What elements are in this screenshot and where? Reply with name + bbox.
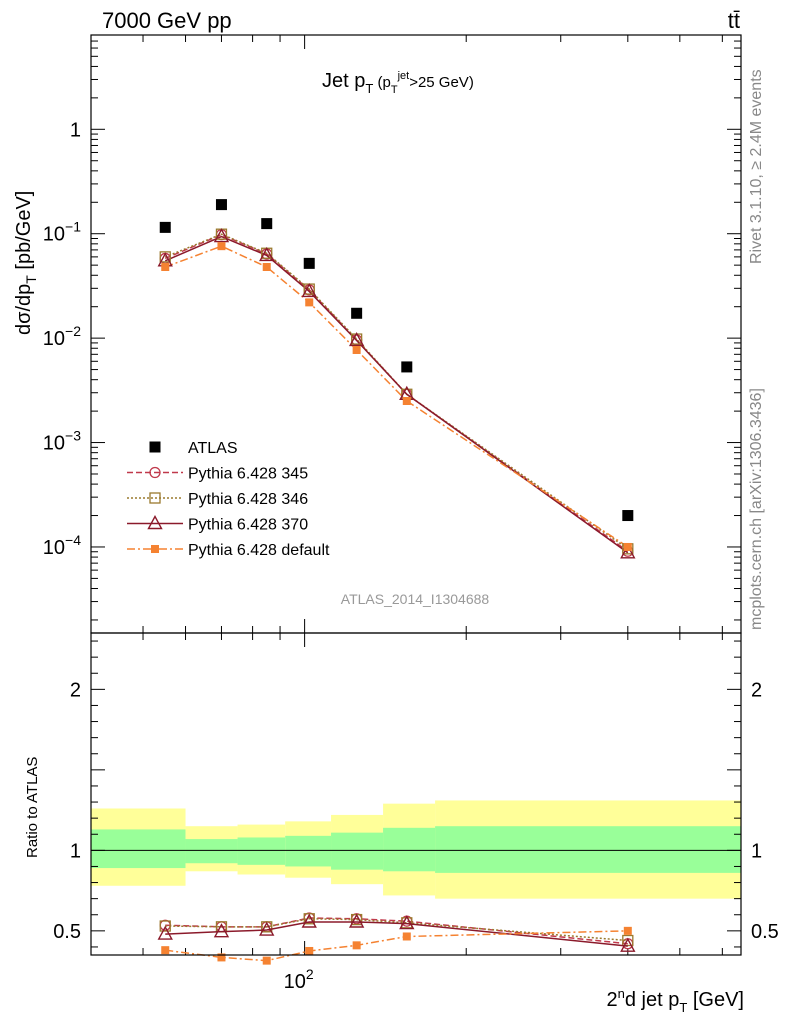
data-point [402, 396, 411, 405]
data-point [622, 510, 634, 522]
data-point [352, 345, 361, 354]
ratio-point [305, 946, 314, 955]
ratio-point [161, 946, 170, 955]
ratio-point [399, 915, 415, 930]
data-point [351, 307, 363, 319]
analysis-label: ATLAS_2014_I1304688 [341, 591, 490, 607]
ratio-series-line [165, 918, 628, 942]
energy-label: 7000 GeV pp [102, 8, 232, 33]
y-tick-label: 1 [70, 119, 81, 141]
ratio-y-tick-label-right: 0.5 [751, 921, 779, 943]
legend-marker [151, 545, 159, 553]
main-title: Jet pT (pTjet>25 GeV) [322, 70, 474, 96]
ratio-band-inner [185, 839, 238, 864]
ratio-point [157, 925, 173, 940]
legend-marker [149, 492, 161, 504]
data-point [161, 263, 170, 272]
data-point [215, 199, 227, 211]
ratio-uncertainty-bands [91, 800, 741, 899]
main-ylabel: dσ/dpT [pb/GeV] [13, 191, 39, 335]
ratio-band-inner [237, 837, 286, 865]
data-point [217, 242, 226, 251]
ratio-point [217, 953, 226, 962]
ratio-series-layer [157, 912, 636, 965]
data-point [305, 298, 314, 307]
ratio-point [259, 921, 275, 936]
ratio-band-inner [91, 829, 186, 869]
legend-marker [149, 441, 161, 453]
data-point [348, 331, 365, 347]
ratio-band-inner [435, 826, 741, 873]
legend-label: Pythia 6.428 346 [188, 491, 308, 508]
ratio-series-line [165, 930, 628, 962]
ratio-point [159, 920, 171, 932]
ratio-point [213, 923, 230, 938]
legend-label: Pythia 6.428 370 [188, 517, 308, 534]
y-tick-label: 10−1 [43, 219, 81, 246]
x-tick-label: 102 [284, 966, 314, 993]
legend: ATLAS Pythia 6.428 345 Pythia 6.428 346 Pyt… [127, 440, 330, 559]
data-point [159, 251, 171, 263]
ratio-point [348, 913, 365, 928]
ratio-point [262, 956, 271, 965]
legend-label: Pythia 6.428 345 [188, 466, 308, 483]
data-point [623, 542, 632, 551]
data-point [261, 218, 273, 230]
data-point [213, 228, 230, 243]
legend-label: ATLAS [188, 440, 238, 457]
y-tick-label: 10−2 [43, 323, 81, 350]
y-tick-label: 10−4 [43, 532, 81, 559]
data-point [259, 246, 275, 262]
ratio-point [352, 941, 361, 950]
ratio-point [402, 932, 411, 941]
ratio-ylabel: Ratio to ATLAS [24, 757, 41, 858]
ratio-panel-frame [90, 632, 742, 956]
series-line [164, 235, 629, 554]
ratio-band-inner [285, 835, 332, 867]
ratio-y-tick-label: 1 [70, 840, 81, 862]
process-label: tt̄ [728, 8, 740, 33]
data-point [401, 361, 413, 373]
ratio-y-tick-label: 2 [70, 679, 81, 701]
ratio-y-tick-label-right: 1 [751, 840, 762, 862]
y-tick-label: 10−3 [43, 428, 81, 455]
ratio-series-line [165, 921, 628, 947]
ratio-y-tick-label: 0.5 [53, 921, 81, 943]
legend-marker [147, 515, 163, 530]
data-point [159, 221, 171, 233]
ratio-point [623, 926, 632, 935]
rivet-label: Rivet 3.1.10, ≥ 2.4M events [748, 69, 765, 264]
data-point [301, 282, 317, 298]
ratio-band-inner [383, 827, 436, 872]
ratio-point [301, 913, 317, 928]
data-point [620, 544, 636, 559]
legend-label: Pythia 6.428 default [188, 542, 330, 559]
mcplots-label: mcplots.cern.ch [arXiv:1306.3436] [748, 388, 765, 630]
main-series-layer [157, 199, 636, 559]
x-axis-label: 2nd jet pT [GeV] [607, 986, 745, 1015]
ratio-y-tick-label-right: 2 [751, 679, 762, 701]
axis-ticks: 10−4 10−3 10−2 10−1 1 102 0.5 0.5 1 1 2 2 [43, 34, 779, 993]
legend-marker [149, 466, 161, 479]
ratio-band-inner [331, 832, 384, 870]
data-point [303, 257, 315, 269]
ratio-point [620, 937, 636, 952]
data-point [262, 263, 271, 272]
